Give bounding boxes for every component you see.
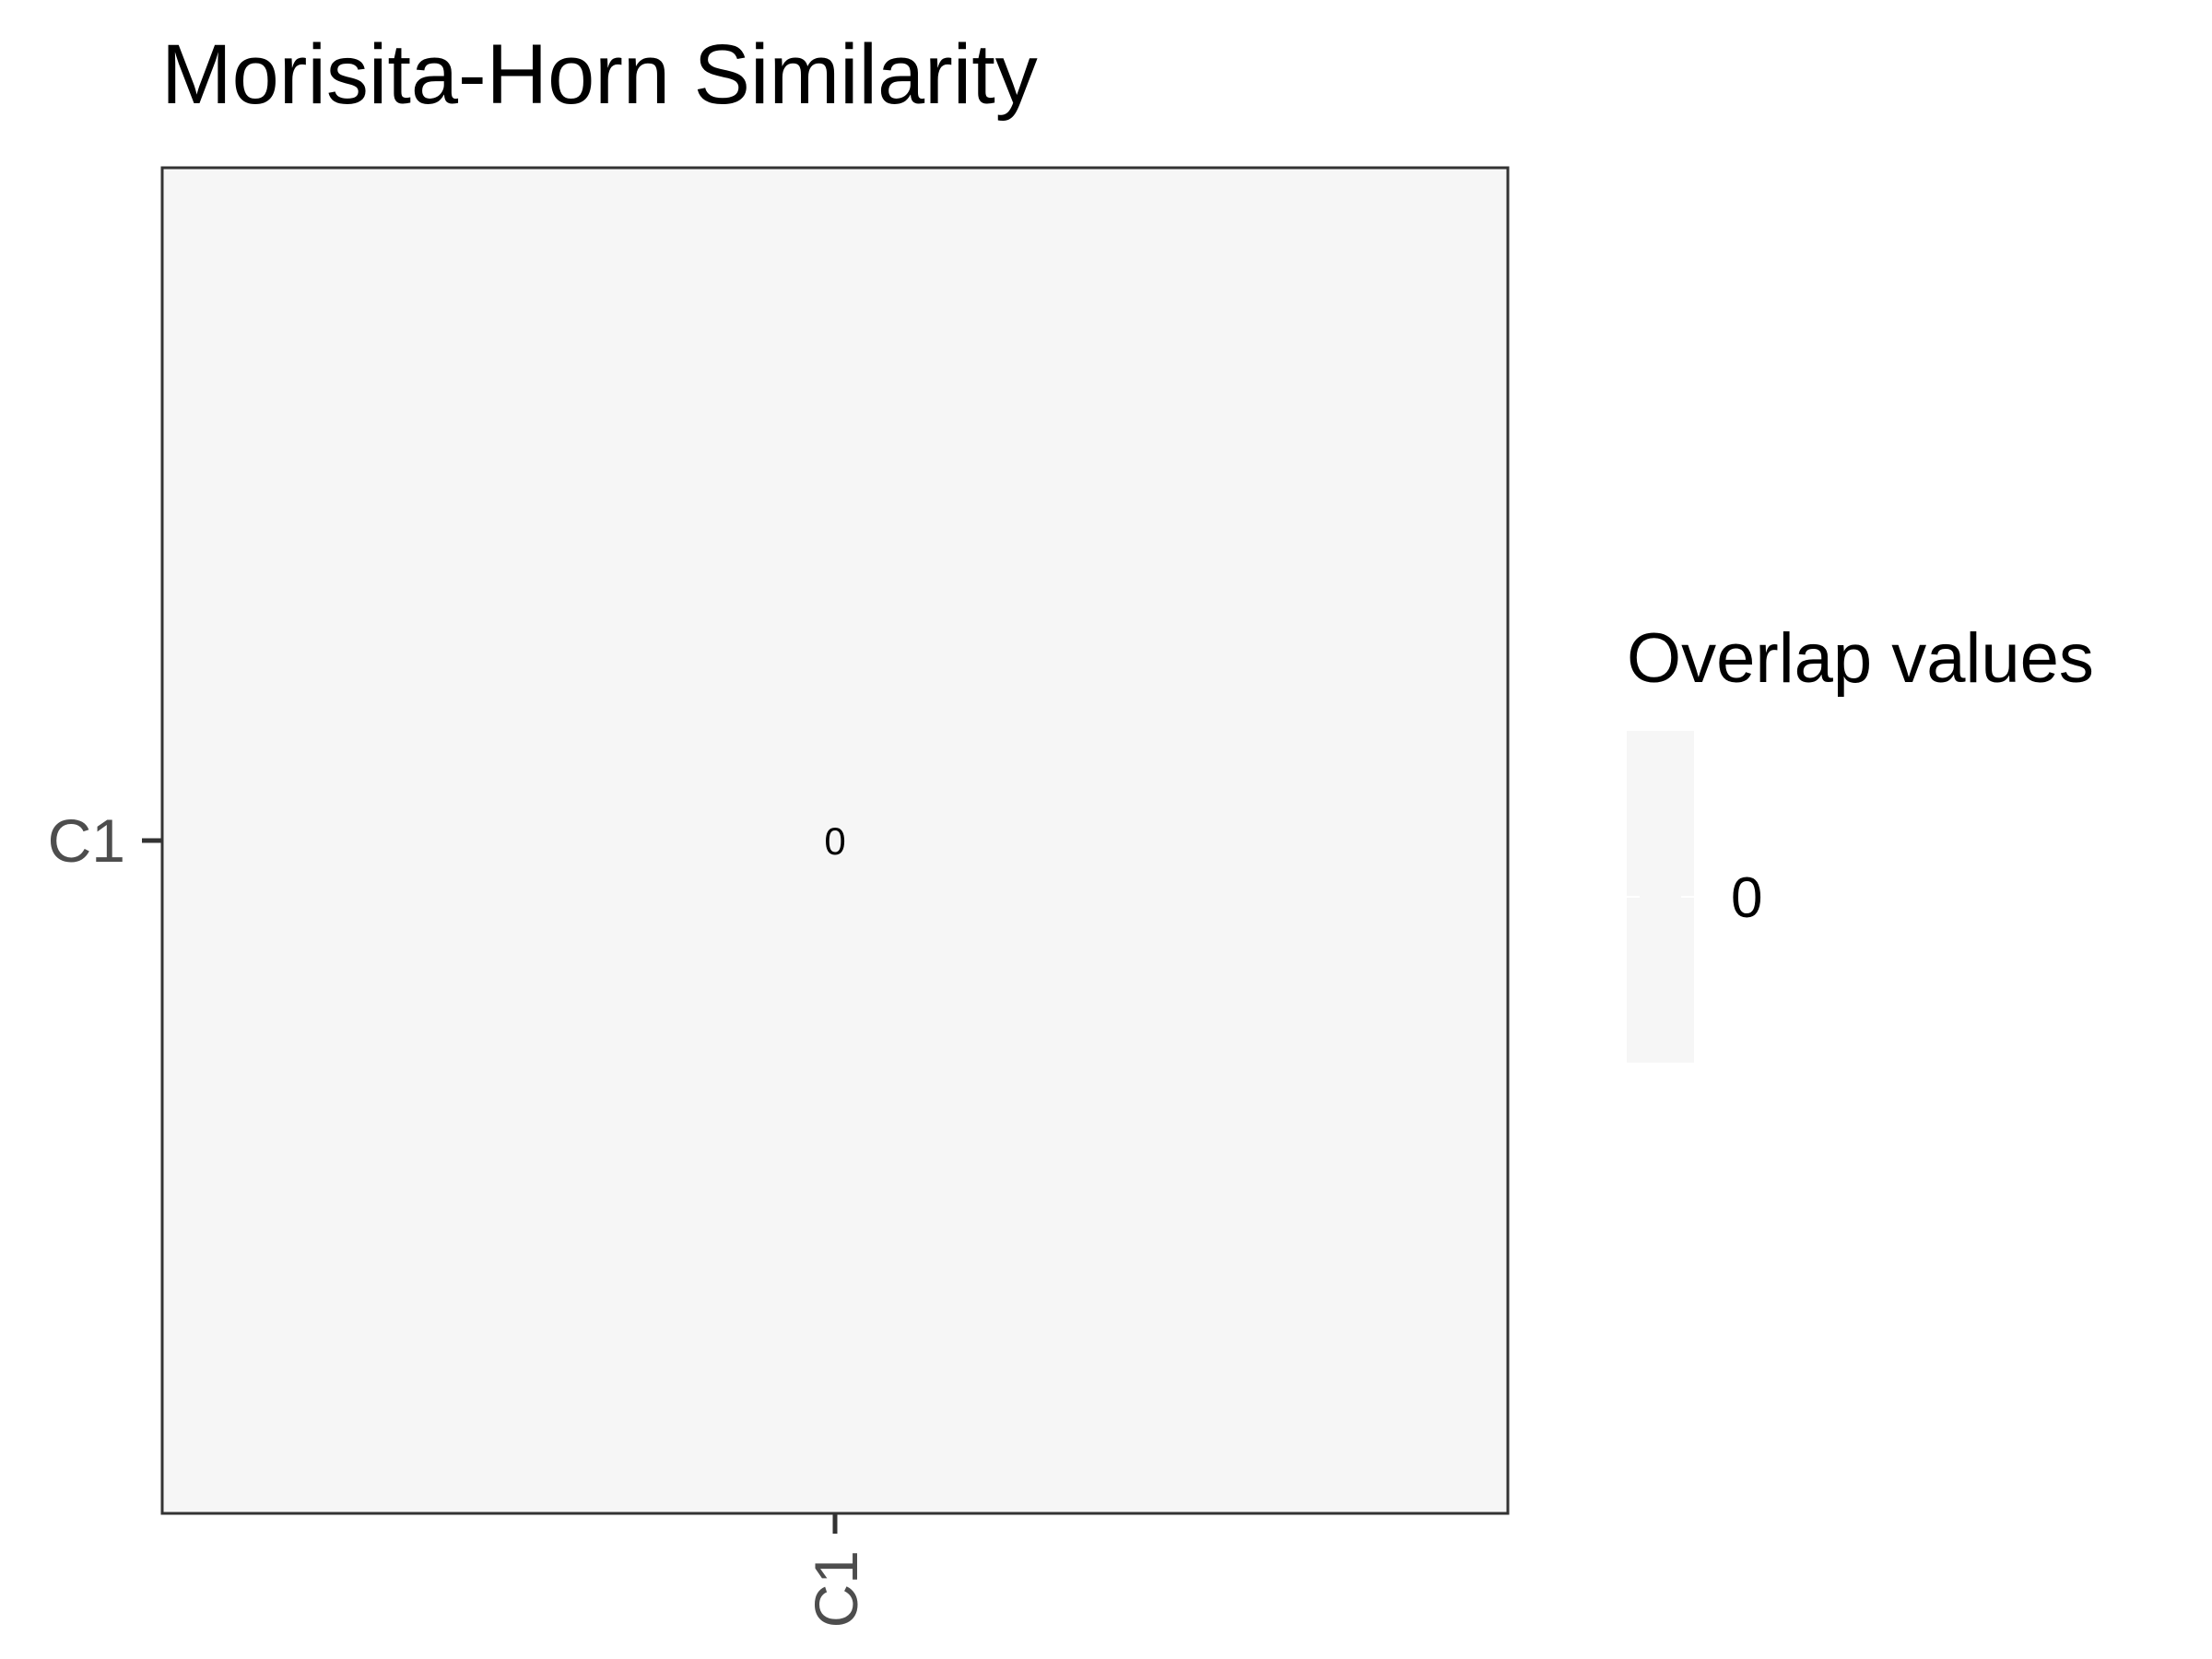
heatmap-panel: 0 C1 C1 — [48, 166, 1510, 1628]
legend-title: Overlap values — [1627, 619, 2094, 698]
legend-break-label: 0 — [1731, 866, 1762, 930]
heatmap-cell — [162, 168, 1508, 1513]
y-tick-label: C1 — [48, 806, 125, 875]
cell-value-label: 0 — [824, 819, 845, 863]
chart-title: Morisita-Horn Similarity — [161, 28, 1038, 122]
legend: 0 — [1627, 731, 1762, 1063]
x-tick-label: C1 — [802, 1550, 870, 1628]
